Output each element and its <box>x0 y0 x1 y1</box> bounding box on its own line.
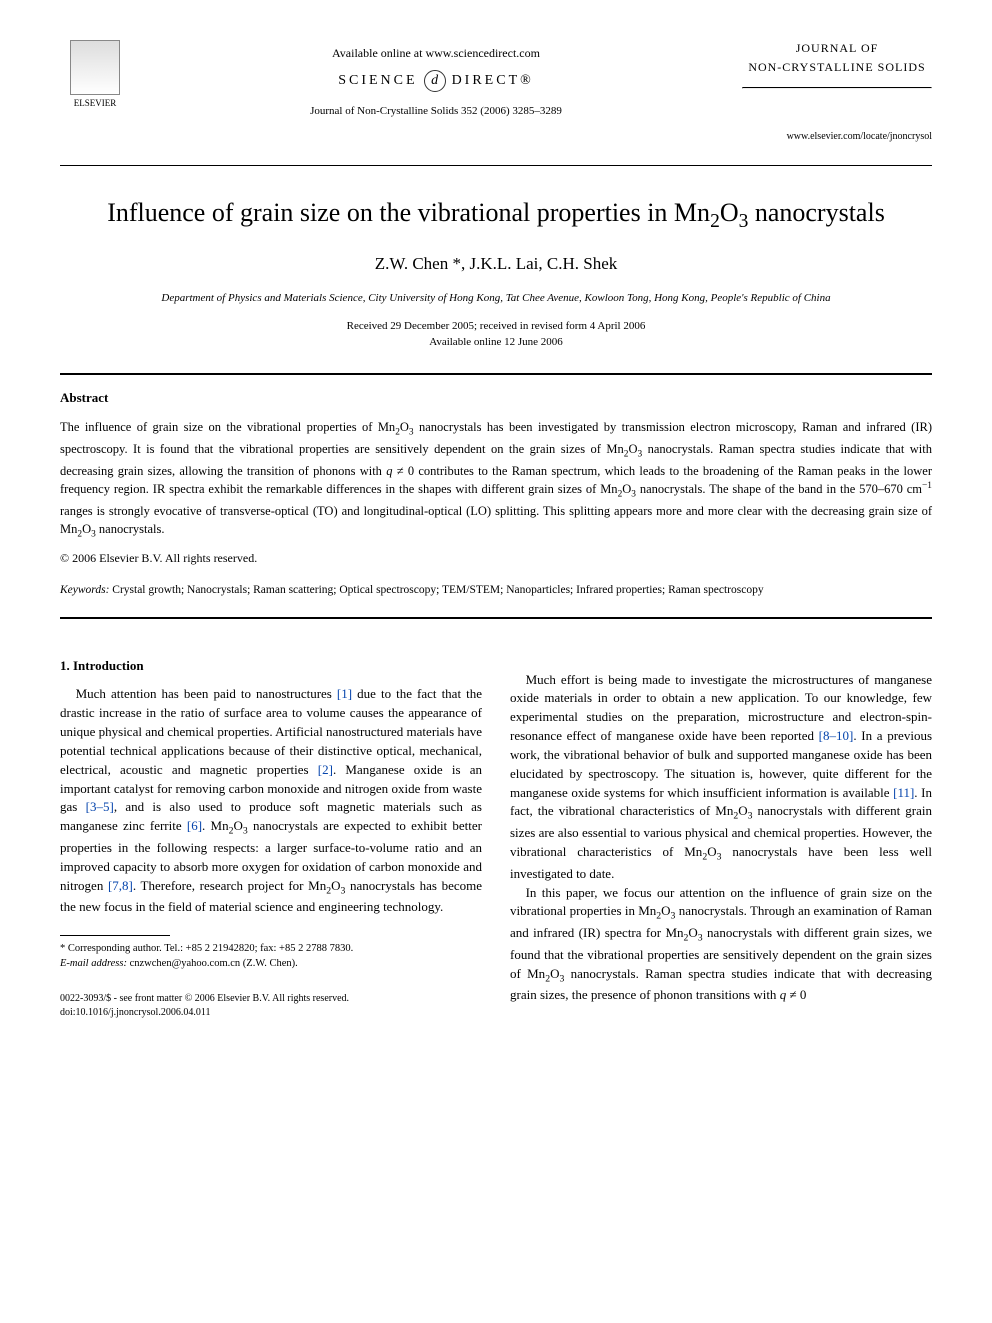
publisher-logo: ELSEVIER <box>60 40 130 120</box>
sd-right: DIRECT® <box>452 71 534 91</box>
abstract-heading: Abstract <box>60 389 932 408</box>
copyright-line: © 2006 Elsevier B.V. All rights reserved… <box>60 550 932 567</box>
footnote-email-line: E-mail address: cnzwchen@yahoo.com.cn (Z… <box>60 957 482 972</box>
email-address[interactable]: cnzwchen@yahoo.com.cn <box>130 958 241 969</box>
col2-para-1: Much effort is being made to investigate… <box>510 671 932 884</box>
available-online-text: Available online at www.sciencedirect.co… <box>130 45 742 62</box>
center-header: Available online at www.sciencedirect.co… <box>130 40 742 120</box>
elsevier-tree-icon <box>70 40 120 95</box>
email-label: E-mail address: <box>60 958 127 969</box>
science-direct-logo: SCIENCE d DIRECT® <box>130 70 742 92</box>
journal-title-line2: NON-CRYSTALLINE SOLIDS <box>742 59 932 76</box>
divider-after-keywords <box>60 617 932 619</box>
footnote-tel: * Corresponding author. Tel.: +85 2 2194… <box>60 942 482 957</box>
journal-url[interactable]: www.elsevier.com/locate/jnoncrysol <box>60 130 932 145</box>
column-right: Much effort is being made to investigate… <box>510 643 932 1021</box>
affiliation: Department of Physics and Materials Scie… <box>60 291 932 307</box>
author-list: Z.W. Chen *, J.K.L. Lai, C.H. Shek <box>60 252 932 277</box>
keywords-text: Crystal growth; Nanocrystals; Raman scat… <box>112 584 763 596</box>
sd-circle-icon: d <box>424 70 446 92</box>
publisher-name: ELSEVIER <box>74 97 117 110</box>
online-date: Available online 12 June 2006 <box>60 335 932 351</box>
email-name: (Z.W. Chen). <box>243 958 298 969</box>
intro-para-1: Much attention has been paid to nanostru… <box>60 685 482 917</box>
divider-before-abstract <box>60 373 932 375</box>
journal-title-box: JOURNAL OF NON-CRYSTALLINE SOLIDS <box>742 40 932 93</box>
journal-title-line1: JOURNAL OF <box>742 40 932 57</box>
issn-line: 0022-3093/$ - see front matter © 2006 El… <box>60 992 482 1007</box>
intro-heading: 1. Introduction <box>60 657 482 676</box>
page-header: ELSEVIER Available online at www.science… <box>60 40 932 120</box>
article-title: Influence of grain size on the vibration… <box>60 196 932 235</box>
journal-reference: Journal of Non-Crystalline Solids 352 (2… <box>130 104 742 120</box>
corresponding-author-footnote: * Corresponding author. Tel.: +85 2 2194… <box>60 942 482 971</box>
abstract-text: The influence of grain size on the vibra… <box>60 418 932 543</box>
footnote-rule <box>60 935 170 936</box>
body-columns: 1. Introduction Much attention has been … <box>60 643 932 1021</box>
column-left: 1. Introduction Much attention has been … <box>60 643 482 1021</box>
bottom-metadata: 0022-3093/$ - see front matter © 2006 El… <box>60 992 482 1021</box>
journal-rule <box>742 87 932 89</box>
keywords-line: Keywords: Crystal growth; Nanocrystals; … <box>60 582 932 599</box>
received-date: Received 29 December 2005; received in r… <box>60 319 932 335</box>
sd-left: SCIENCE <box>338 71 417 91</box>
col2-para-2: In this paper, we focus our attention on… <box>510 884 932 1006</box>
article-dates: Received 29 December 2005; received in r… <box>60 319 932 351</box>
doi-line: doi:10.1016/j.jnoncrysol.2006.04.011 <box>60 1006 482 1021</box>
keywords-label: Keywords: <box>60 584 109 596</box>
divider-top <box>60 165 932 166</box>
